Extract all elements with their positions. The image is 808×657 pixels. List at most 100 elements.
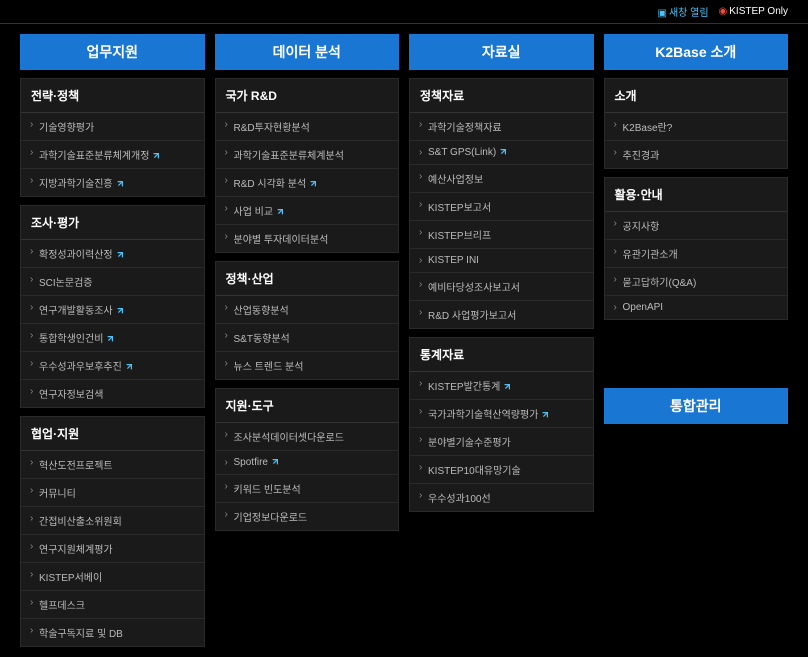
list-item[interactable]: 우수성과100선 [410, 484, 593, 511]
external-link-icon [106, 335, 114, 343]
list-item[interactable]: 과학기술표준분류체계개정 [21, 141, 204, 169]
column-footer-header[interactable]: 통합관리 [604, 388, 789, 424]
list-item[interactable]: 기술영향평가 [21, 113, 204, 141]
external-link-icon [116, 251, 124, 259]
item-label: KISTEP10대유망기술 [428, 466, 521, 477]
list-item[interactable]: 뉴스 트렌드 분석 [216, 352, 399, 379]
list-item[interactable]: 우수성과우보후추진 [21, 352, 204, 380]
item-label: KISTEP발간통계 [428, 382, 500, 393]
item-label: 산업동향분석 [234, 306, 289, 317]
column-2: 자료실정책자료과학기술정책자료S&T GPS(Link)예산사업정보KISTEP… [409, 34, 594, 647]
list-item[interactable]: OpenAPI [605, 296, 788, 319]
item-label: 사업 비교 [234, 207, 274, 218]
item-label: 연구자정보검색 [39, 390, 103, 401]
list-item[interactable]: 연구자정보검색 [21, 380, 204, 407]
item-label: 학술구독지료 및 DB [39, 629, 123, 640]
list-item[interactable]: 예산사업정보 [410, 165, 593, 193]
list-item[interactable]: 분야별 투자데이터분석 [216, 225, 399, 252]
item-list: 과학기술정책자료 S&T GPS(Link) 예산사업정보 KISTEP보고서 KIST… [410, 113, 593, 328]
list-item[interactable]: 키워드 빈도분석 [216, 475, 399, 503]
section-title: 협업·지원 [21, 417, 204, 451]
list-item[interactable]: KISTEP INI [410, 249, 593, 273]
item-label: R&D투자현황분석 [234, 123, 310, 134]
list-item[interactable]: KISTEP발간통계 [410, 372, 593, 400]
list-item[interactable]: 연구지원체계평가 [21, 535, 204, 563]
list-item[interactable]: KISTEP서베이 [21, 563, 204, 591]
bullet-icon: ▣ [657, 8, 666, 19]
section-title: 지원·도구 [216, 389, 399, 423]
list-item[interactable]: 간접비산출소위원회 [21, 507, 204, 535]
list-item[interactable]: R&D투자현황분석 [216, 113, 399, 141]
item-label: 키워드 빈도분석 [234, 485, 301, 496]
column-header[interactable]: 데이터 분석 [215, 34, 400, 70]
topbar-link-kistep[interactable]: ◉KISTEP Only [719, 6, 788, 17]
list-item[interactable]: 학술구독지료 및 DB [21, 619, 204, 646]
item-label: 헬프데스크 [39, 601, 85, 612]
list-item[interactable]: 유관기관소개 [605, 240, 788, 268]
column-header[interactable]: 자료실 [409, 34, 594, 70]
topbar-link-newwindow[interactable]: ▣새창 열림 [657, 4, 708, 19]
item-label: S&T GPS(Link) [428, 147, 496, 158]
item-label: 과학기술표준분류체계개정 [39, 151, 149, 162]
external-link-icon [309, 180, 317, 188]
item-label: 기업정보다운로드 [234, 513, 308, 524]
list-item[interactable]: 확정성과이력산정 [21, 240, 204, 268]
list-item[interactable]: 공지사항 [605, 212, 788, 240]
list-item[interactable]: KISTEP보고서 [410, 193, 593, 221]
item-label: KISTEP INI [428, 255, 479, 266]
list-item[interactable]: 산업동향분석 [216, 296, 399, 324]
list-item[interactable]: 기업정보다운로드 [216, 503, 399, 530]
list-item[interactable]: 분야별기술수준평가 [410, 428, 593, 456]
list-item[interactable]: R&D 시각화 분석 [216, 169, 399, 197]
list-item[interactable]: KISTEP브리프 [410, 221, 593, 249]
list-item[interactable]: 사업 비교 [216, 197, 399, 225]
list-item[interactable]: 혁산도전프로젝트 [21, 451, 204, 479]
list-item[interactable]: 추진경과 [605, 141, 788, 168]
item-label: KISTEP보고서 [428, 203, 491, 214]
list-item[interactable]: R&D 사업평가보고서 [410, 301, 593, 328]
sitemap-container: 업무지원전략·정책기술영향평가과학기술표준분류체계개정지방과학기술진흥조사·평가… [0, 24, 808, 657]
list-item[interactable]: K2Base란? [605, 113, 788, 141]
item-list: K2Base란? 추진경과 [605, 113, 788, 168]
list-item[interactable]: 과학기술표준분류체계분석 [216, 141, 399, 169]
item-label: Spotfire [234, 457, 268, 468]
list-item[interactable]: Spotfire [216, 451, 399, 475]
item-label: 기술영향평가 [39, 123, 94, 134]
item-label: 분야별기술수준평가 [428, 438, 511, 449]
item-label: SCI논문검증 [39, 278, 92, 289]
item-label: 추진경과 [623, 151, 660, 162]
item-label: 과학기술정책자료 [428, 123, 502, 134]
item-label: 커뮤니티 [39, 489, 76, 500]
external-link-icon [541, 411, 549, 419]
list-item[interactable]: 과학기술정책자료 [410, 113, 593, 141]
item-label: 확정성과이력산정 [39, 250, 113, 261]
list-item[interactable]: 예비타당성조사보고서 [410, 273, 593, 301]
list-item[interactable]: KISTEP10대유망기술 [410, 456, 593, 484]
item-list: 혁산도전프로젝트커뮤니티간접비산출소위원회연구지원체계평가 KISTEP서베이헬프… [21, 451, 204, 646]
item-list: 공지사항유관기관소개묻고답하기(Q&A)OpenAPI [605, 212, 788, 319]
list-item[interactable]: 국가과학기술혁산역량평가 [410, 400, 593, 428]
section: 소개K2Base란? 추진경과 [604, 78, 789, 169]
list-item[interactable]: 조사분석데이터셋다운로드 [216, 423, 399, 451]
list-item[interactable]: S&T GPS(Link) [410, 141, 593, 165]
list-item[interactable]: 묻고답하기(Q&A) [605, 268, 788, 296]
list-item[interactable]: SCI논문검증 [21, 268, 204, 296]
list-item[interactable]: 지방과학기술진흥 [21, 169, 204, 196]
list-item[interactable]: 통합학생인건비 [21, 324, 204, 352]
list-item[interactable]: 연구개발활동조사 [21, 296, 204, 324]
item-label: 혁산도전프로젝트 [39, 461, 113, 472]
column-header[interactable]: K2Base 소개 [604, 34, 789, 70]
list-item[interactable]: S&T동향분석 [216, 324, 399, 352]
item-label: 과학기술표준분류체계분석 [234, 151, 344, 162]
list-item[interactable]: 헬프데스크 [21, 591, 204, 619]
section-title: 국가 R&D [216, 79, 399, 113]
column-header[interactable]: 업무지원 [20, 34, 205, 70]
section: 활용·안내공지사항유관기관소개묻고답하기(Q&A)OpenAPI [604, 177, 789, 320]
item-label: 공지사항 [623, 222, 660, 233]
external-link-icon [503, 383, 511, 391]
item-label: 간접비산출소위원회 [39, 517, 122, 528]
section: 통계자료KISTEP발간통계국가과학기술혁산역량평가분야별기술수준평가KISTE… [409, 337, 594, 512]
item-label: 연구지원체계평가 [39, 545, 113, 556]
section-title: 소개 [605, 79, 788, 113]
list-item[interactable]: 커뮤니티 [21, 479, 204, 507]
